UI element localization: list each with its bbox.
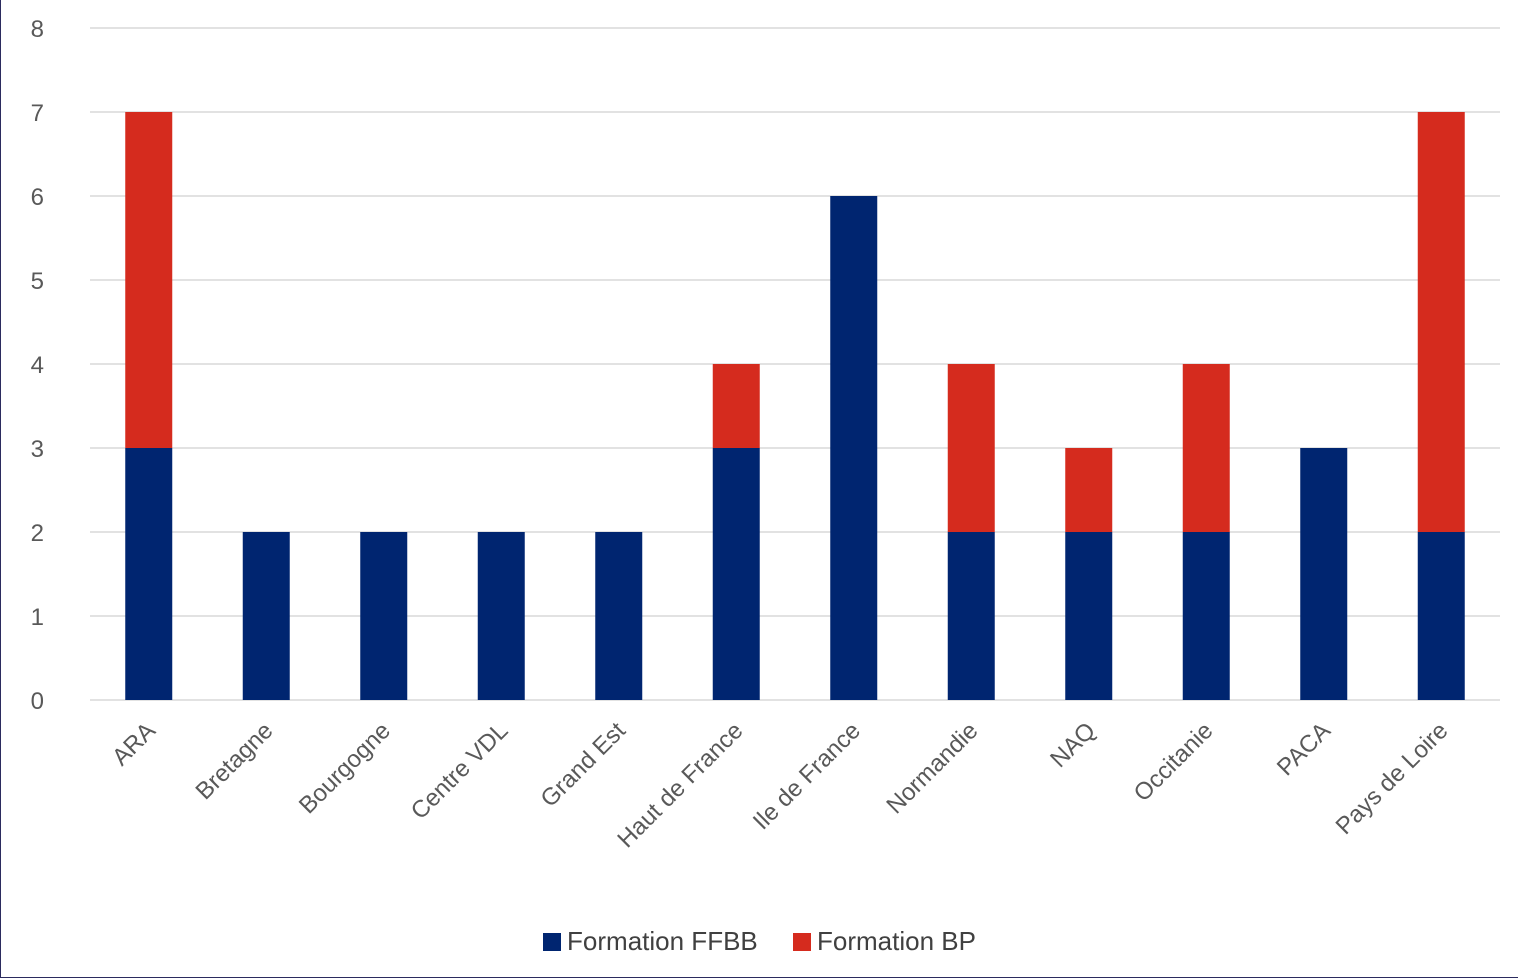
x-tick-label: Centre VDL bbox=[406, 717, 514, 825]
y-tick-label: 4 bbox=[31, 352, 44, 379]
bar-ffbb bbox=[360, 532, 408, 700]
bar-bp bbox=[947, 364, 995, 532]
legend: Formation FFBB Formation BP bbox=[0, 926, 1519, 958]
bar-ffbb bbox=[242, 532, 290, 700]
bar-ffbb bbox=[947, 532, 995, 700]
x-tick-label: Normandie bbox=[881, 717, 983, 819]
x-tick-label: Ile de France bbox=[748, 717, 866, 835]
y-tick-label: 8 bbox=[31, 16, 44, 43]
bar-bp bbox=[125, 112, 173, 448]
gridlines bbox=[90, 27, 1500, 701]
bar-bp bbox=[1182, 364, 1230, 532]
bar-ffbb bbox=[595, 532, 643, 700]
x-tick-label: Grand Est bbox=[536, 717, 632, 813]
x-tick-label: PACA bbox=[1272, 717, 1336, 781]
x-tick-label: Occitanie bbox=[1129, 717, 1219, 807]
x-tick-label: ARA bbox=[107, 717, 161, 771]
legend-swatch-bp bbox=[793, 932, 811, 951]
y-tick-label: 3 bbox=[31, 436, 44, 463]
y-tick-label: 0 bbox=[31, 688, 44, 715]
bar-ffbb bbox=[1300, 448, 1348, 700]
x-tick-label: Pays de Loire bbox=[1331, 717, 1454, 840]
x-tick-label: Bourgogne bbox=[294, 717, 396, 819]
legend-swatch-ffbb bbox=[543, 932, 562, 951]
legend-item-ffbb: Formation FFBB bbox=[543, 926, 758, 957]
bar-ffbb bbox=[1417, 532, 1465, 700]
bar-bp bbox=[1065, 448, 1113, 532]
bar-ffbb bbox=[477, 532, 525, 700]
bar-bp bbox=[712, 364, 760, 448]
bar-ffbb bbox=[830, 196, 878, 700]
bar-ffbb bbox=[712, 448, 760, 700]
bar-ffbb bbox=[1182, 532, 1230, 700]
y-tick-label: 1 bbox=[31, 604, 44, 631]
legend-label-bp: Formation BP bbox=[817, 926, 976, 956]
legend-label-ffbb: Formation FFBB bbox=[567, 926, 758, 956]
y-tick-label: 7 bbox=[31, 100, 44, 127]
legend-item-bp: Formation BP bbox=[793, 926, 976, 957]
x-tick-label: Haut de France bbox=[612, 717, 748, 853]
bar-bp bbox=[1417, 112, 1465, 532]
y-tick-label: 2 bbox=[31, 520, 44, 547]
bar-ffbb bbox=[1065, 532, 1113, 700]
x-tick-label: Bretagne bbox=[191, 717, 279, 805]
bars bbox=[125, 112, 1465, 700]
y-tick-label: 5 bbox=[31, 268, 44, 295]
bar-ffbb bbox=[125, 448, 173, 700]
y-axis-ticks: 0 1 2 3 4 5 6 7 8 bbox=[31, 16, 44, 715]
x-axis-ticks: ARA Bretagne Bourgogne Centre VDL Grand EstH… bbox=[107, 717, 1453, 853]
y-tick-label: 6 bbox=[31, 184, 44, 211]
x-tick-label: NAQ bbox=[1045, 717, 1101, 773]
